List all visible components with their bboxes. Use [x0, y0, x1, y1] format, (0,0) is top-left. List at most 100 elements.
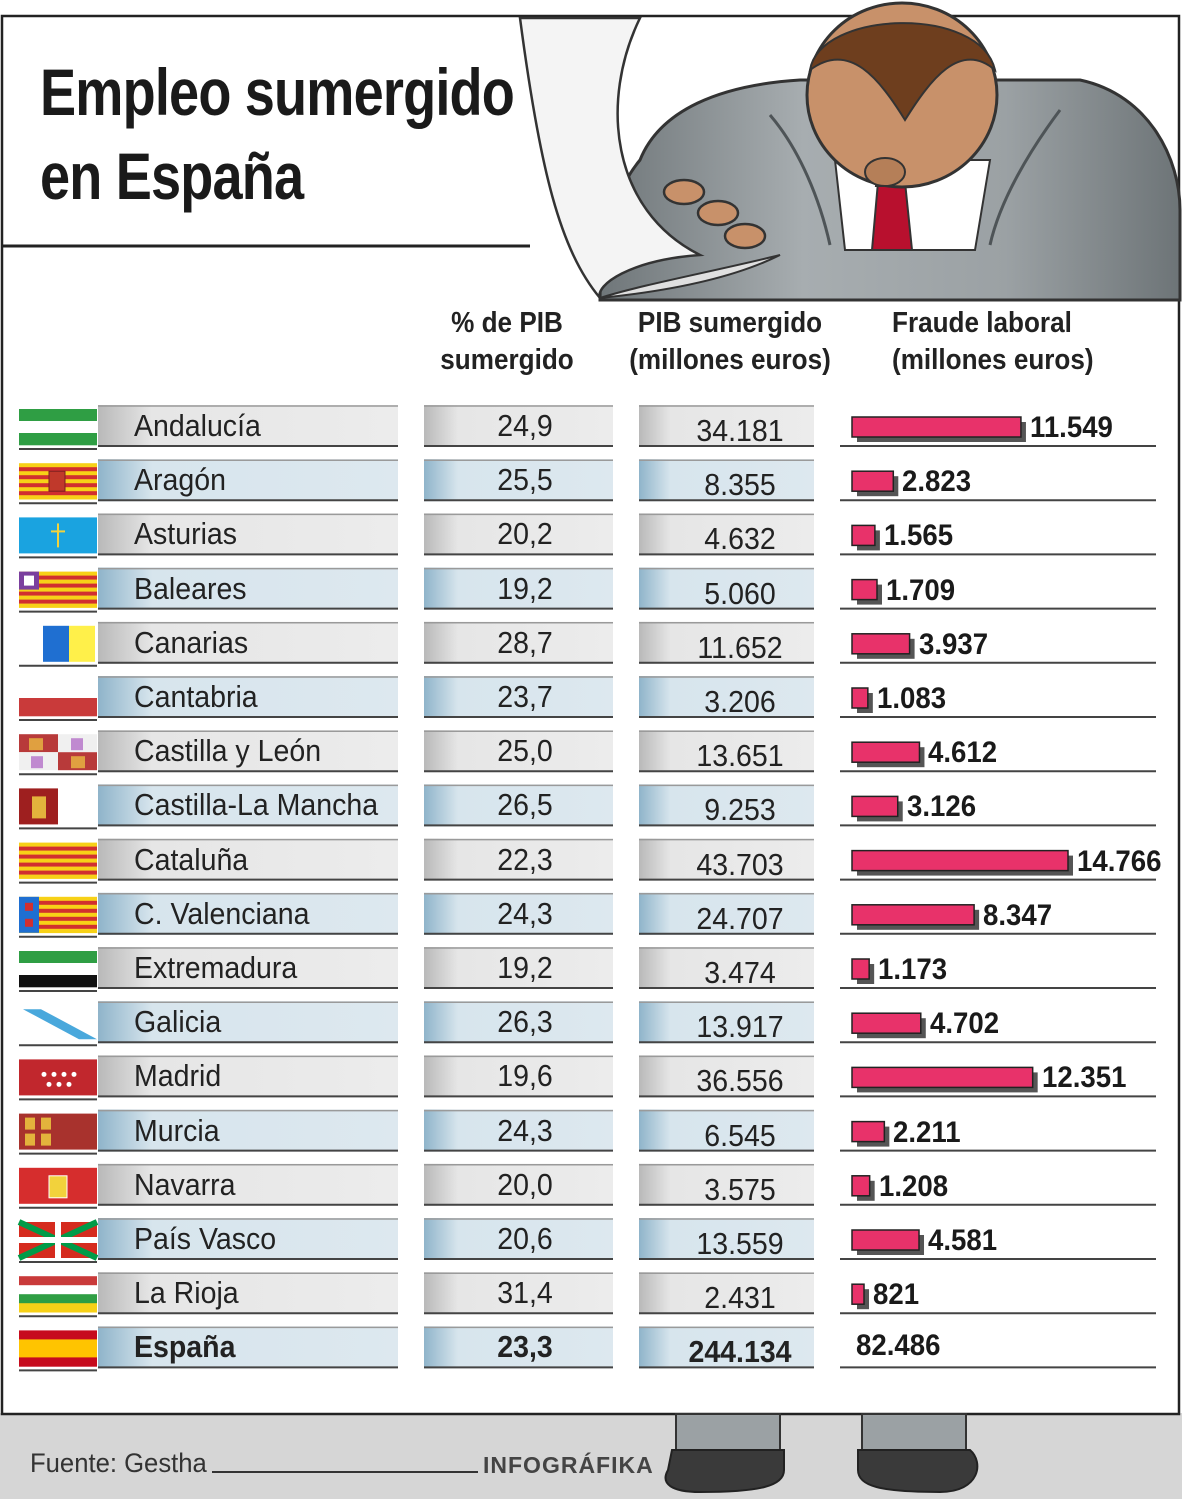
fraude-bar — [851, 524, 876, 547]
cataluna-flag-icon — [19, 842, 97, 884]
fraude-bar — [851, 687, 869, 709]
column-header-pib-line-1: PIB sumergido — [637, 307, 823, 339]
pib-cell — [639, 1272, 814, 1315]
pct-value: 26,3 — [497, 1004, 553, 1040]
fraude-value-label: 1.083 — [876, 682, 946, 715]
fraude-total-label: 82.486 — [856, 1329, 941, 1363]
pib-cell — [639, 1001, 814, 1044]
cantabria-flag-icon — [19, 680, 97, 721]
region-label: España — [134, 1329, 236, 1365]
castilla-leon-flag-icon — [19, 734, 97, 776]
pct-cell — [424, 1055, 613, 1098]
fraude-bar — [851, 578, 878, 601]
pib-cell — [639, 676, 814, 718]
fraude-bar — [851, 1229, 920, 1251]
fraude-value-label: 1.709 — [885, 573, 956, 607]
pct-cell — [424, 567, 613, 610]
pct-value: 31,4 — [497, 1275, 553, 1311]
fraude-bar — [851, 741, 921, 763]
pct-cell — [424, 1001, 613, 1044]
pib-cell — [639, 513, 814, 556]
pct-cell — [424, 784, 613, 827]
region-cell — [98, 513, 398, 556]
pib-cell — [639, 405, 814, 447]
espana-flag-icon — [19, 1330, 97, 1372]
pib-cell — [639, 838, 814, 881]
pct-cell — [424, 513, 613, 556]
pct-cell — [424, 621, 613, 664]
fraude-value-label: 4.581 — [928, 1224, 998, 1257]
region-cell — [98, 1163, 398, 1206]
pib-value: 13.917 — [696, 1009, 784, 1045]
region-cell — [98, 1109, 398, 1152]
navarra-flag-icon — [19, 1167, 97, 1209]
region-label: Cantabria — [134, 679, 258, 714]
region-cell — [98, 567, 398, 610]
title-line-1: Empleo sumergido — [40, 55, 515, 129]
pct-value: 25,0 — [497, 733, 553, 769]
region-cell — [98, 459, 398, 502]
region-cell — [98, 1326, 398, 1369]
pib-cell — [639, 730, 814, 773]
region-cell — [98, 405, 398, 447]
galicia-flag-icon — [19, 1005, 97, 1047]
madrid-flag-icon — [19, 1059, 97, 1101]
column-header-fraude-line-2: (millones euros) — [892, 344, 1094, 376]
pib-cell — [639, 1163, 814, 1206]
column-header-pct-line-1: % de PIB — [451, 307, 563, 339]
region-cell — [98, 1218, 398, 1260]
source-note: Fuente: Gestha — [30, 1448, 207, 1478]
region-label: Extremadura — [134, 950, 298, 985]
fraude-value-label: 14.766 — [1077, 844, 1162, 878]
fraude-bar — [851, 1175, 871, 1197]
title-underline — [2, 244, 530, 248]
region-cell — [98, 730, 398, 773]
pib-cell — [639, 892, 814, 935]
pib-value: 34.181 — [696, 413, 784, 448]
region-cell — [98, 621, 398, 664]
pct-value: 26,5 — [497, 787, 553, 823]
column-header-fraude: Fraude laboral (millones euros) — [892, 305, 1108, 379]
pib-value: 36.556 — [696, 1063, 784, 1099]
title-line-2: en España — [40, 139, 304, 213]
pib-value: 43.703 — [696, 846, 784, 882]
pct-cell — [424, 405, 613, 447]
region-label: Castilla y León — [134, 733, 322, 769]
pib-cell — [639, 784, 814, 827]
region-label: Canarias — [134, 624, 249, 660]
pib-value: 6.545 — [704, 1117, 776, 1153]
pib-value: 244.134 — [688, 1334, 792, 1370]
pib-value: 5.060 — [704, 575, 776, 611]
canarias-flag-icon — [19, 625, 97, 667]
pct-value: 20,2 — [497, 516, 553, 552]
region-label: Navarra — [134, 1166, 236, 1202]
pct-cell — [424, 730, 613, 773]
region-label: País Vasco — [134, 1221, 277, 1256]
pib-cell — [639, 1218, 814, 1260]
fraude-value-label: 1.208 — [878, 1169, 948, 1203]
region-cell — [98, 784, 398, 827]
pib-cell — [639, 621, 814, 664]
pib-value: 2.431 — [704, 1280, 776, 1316]
region-label: Andalucía — [134, 408, 261, 443]
pib-value: 11.652 — [697, 629, 783, 665]
pib-value: 3.575 — [704, 1171, 776, 1207]
region-label: Asturias — [134, 516, 238, 552]
column-header-fraude-line-1: Fraude laboral — [892, 307, 1072, 339]
baleares-flag-icon — [19, 571, 97, 613]
pais-vasco-flag-icon — [17, 1219, 99, 1263]
fraude-value-label: 3.126 — [906, 790, 976, 824]
pct-value: 22,3 — [497, 841, 553, 877]
fraude-bar — [851, 633, 911, 655]
pct-cell — [424, 892, 613, 935]
column-header-pct: % de PIB sumergido — [431, 305, 584, 379]
pct-cell — [424, 838, 613, 881]
fraude-bar — [851, 470, 895, 492]
fraude-bar — [851, 795, 899, 818]
pct-value: 20,0 — [497, 1166, 553, 1202]
murcia-flag-icon — [19, 1113, 97, 1155]
region-cell — [98, 838, 398, 881]
pct-value: 24,3 — [497, 1112, 553, 1148]
